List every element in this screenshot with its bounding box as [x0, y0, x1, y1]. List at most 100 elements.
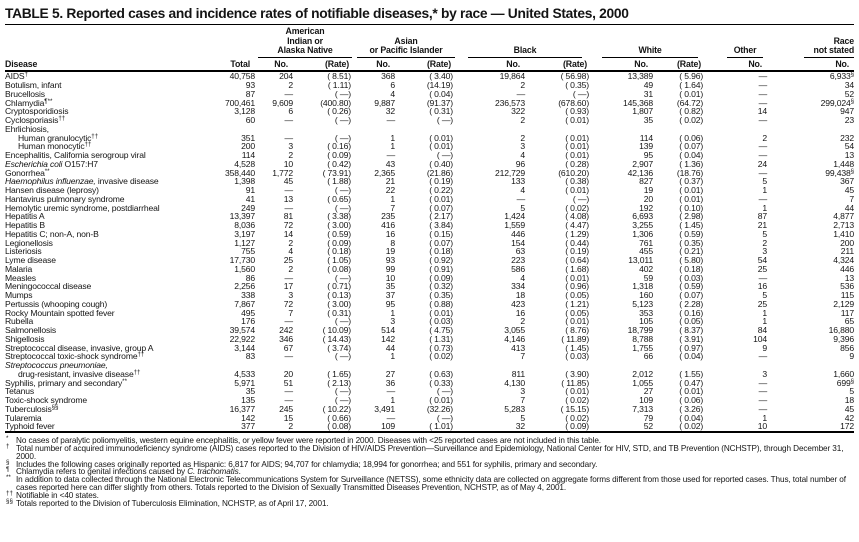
cell-white-rate: ( 0.10) [679, 202, 704, 213]
cell-race-not-stated-no: 856 [840, 342, 855, 353]
cell-asian-pacific-no: 44 [385, 342, 396, 353]
table-row: Haemophilus influenzae, invasive disease… [5, 177, 854, 186]
cell-total: 200 [241, 141, 255, 152]
disease-name: drug-resistant, invasive disease†† [18, 368, 141, 379]
cell-asian-pacific-no: 6 [390, 80, 396, 91]
cell-race-not-stated-no: 1,660 [833, 368, 855, 379]
cell-race-not-stated-no: 947 [840, 106, 855, 117]
cell-white-rate: ( 0.97) [679, 342, 704, 353]
cell-total: 93 [245, 80, 255, 91]
cell-asian-pacific-rate: ( 0.32) [429, 281, 454, 292]
cell-race-not-stated-no: 117 [840, 307, 855, 318]
table-row: Cyclosporiasis†† 60 — ( —) — ( —) 2 ( 0.01) 35 ( … [5, 116, 854, 125]
cell-white-no: 2,012 [632, 368, 654, 379]
cell-black-no: — [516, 88, 526, 99]
table-row: Hepatitis B 8,036 72 ( 3.00) 416 ( 3.84) 1,559… [5, 221, 854, 230]
cell-american-indian-rate: ( 3.00) [327, 298, 352, 309]
cell-black-no: 7 [520, 395, 526, 406]
cell-white-rate: ( 1.55) [679, 368, 704, 379]
table-row: Toxic-shock syndrome 135 — ( —) 1 ( 0.01) 7 ( 0… [5, 396, 854, 405]
cell-total: 17,730 [229, 255, 256, 266]
cell-other-no: 2 [762, 132, 768, 143]
cell-white-rate: ( 0.59) [679, 228, 704, 239]
group-white: White [593, 27, 707, 58]
cell-black-no: 18 [515, 290, 526, 301]
disease-name: Lyme disease [5, 255, 56, 266]
cell-american-indian-rate: ( 0.42) [327, 158, 352, 169]
cell-asian-pacific-rate: ( 0.03) [429, 316, 454, 327]
cell-race-not-stated-no: 9 [849, 351, 855, 362]
cell-race-not-stated-no: 13 [844, 272, 855, 283]
cell-black-no: 2 [520, 316, 526, 327]
cell-asian-pacific-no: 1 [390, 141, 396, 152]
cell-white-rate: ( 5.96) [679, 71, 704, 82]
group-black: Black [457, 27, 593, 58]
cell-asian-pacific-no: 35 [385, 281, 396, 292]
cell-black-rate: ( 0.44) [565, 237, 590, 248]
table-row: Chlamydia¶** 700,461 9,609 (400.80) 9,887 (91… [5, 97, 854, 108]
cell-other-no [707, 361, 767, 370]
cell-white-rate: ( 0.02) [679, 421, 704, 432]
cell-total: 86 [245, 272, 255, 283]
table-row: Lyme disease 17,730 25 ( 1.05) 93 ( 0.92) 223 (… [5, 256, 854, 265]
cell-black-rate: ( 0.02) [565, 395, 590, 406]
cell-total: 176 [241, 316, 255, 327]
cell-american-indian-no: — [284, 395, 294, 406]
cell-other-no: — [758, 150, 768, 161]
cell-other-no: 9 [762, 342, 768, 353]
cell-other-no: — [758, 272, 768, 283]
cell-other-no: 5 [762, 228, 768, 239]
cell-american-indian-no: 204 [279, 71, 293, 82]
group-spacer-disease [5, 27, 215, 58]
cell-other-no: 54 [757, 255, 768, 266]
cell-asian-pacific-rate: ( 0.01) [429, 132, 454, 143]
header-total: Total [215, 57, 255, 73]
cell-american-indian-no: 10 [283, 158, 293, 169]
disease-name: Gonorrhea** [5, 167, 50, 178]
cell-black-rate: ( 0.64) [565, 255, 590, 266]
cell-black-no: 586 [511, 263, 526, 274]
footnote: † Total number of acquired immunodeficien… [6, 442, 844, 461]
cell-black-no: 811 [511, 368, 526, 379]
cell-total: 7,867 [234, 298, 255, 309]
cell-white-rate: ( 1.64) [679, 80, 704, 91]
cell-black-rate: ( 0.09) [565, 421, 590, 432]
cell-asian-pacific-no: 10 [385, 272, 396, 283]
cell-asian-pacific-no: 9,887 [374, 97, 396, 108]
disease-name: Listeriosis [5, 246, 42, 257]
cell-total: 1,127 [234, 237, 255, 248]
cell-race-not-stated-no: 1,410 [833, 228, 855, 239]
header-white-rate: (Rate) [653, 57, 708, 73]
cell-white-rate: ( 0.18) [679, 263, 704, 274]
cell-american-indian-rate: ( —) [334, 316, 352, 327]
cell-white-no: 79 [643, 412, 654, 423]
cell-black-no: 19,864 [499, 71, 526, 82]
disease-name: Rubella [5, 316, 34, 327]
table-row: Rocky Mountain spotted fever 495 7 ( 0.31) 1… [5, 307, 855, 318]
cell-white-rate: ( 0.16) [679, 307, 704, 318]
cell-other-no: 104 [753, 333, 768, 344]
cell-race-not-stated-no: 172 [840, 421, 855, 432]
cell-american-indian-rate: ( —) [334, 132, 352, 143]
disease-name: Hemolytic uremic syndrome, postdiarrheal [5, 202, 160, 213]
cell-asian-pacific-no: 1 [390, 307, 396, 318]
cell-race-not-stated-no: 45 [844, 403, 855, 414]
cell-american-indian-rate: ( 0.31) [327, 307, 352, 318]
cell-black-rate: ( 0.38) [565, 176, 590, 187]
cell-other-no: — [758, 97, 768, 108]
cell-white-rate: ( 2.98) [679, 211, 704, 222]
cell-race-not-stated-no: 18 [844, 395, 855, 406]
cell-asian-pacific-no: 142 [381, 333, 396, 344]
cell-asian-pacific-no: — [386, 150, 396, 161]
cell-american-indian-rate: ( 0.08) [327, 421, 352, 432]
cell-black-rate: ( 0.05) [565, 307, 590, 318]
cell-black-rate: ( 1.45) [565, 342, 590, 353]
table-row: Gonorrhea** 358,440 1,772 ( 73.91) 2,365 (21.… [5, 167, 854, 178]
cell-total: 495 [241, 307, 255, 318]
cell-asian-pacific-rate: ( 3.40) [429, 71, 454, 82]
cell-black-rate: ( 0.19) [565, 246, 590, 257]
cell-american-indian-no: 6 [288, 106, 293, 117]
cell-american-indian-rate: ( 10.22) [322, 403, 352, 414]
cell-race-not-stated-no: 232 [840, 132, 855, 143]
cell-american-indian-rate: ( 0.16) [327, 141, 352, 152]
